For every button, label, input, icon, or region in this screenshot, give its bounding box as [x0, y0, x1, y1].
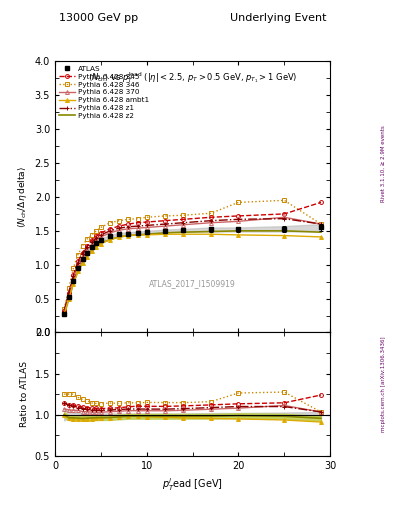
Y-axis label: Ratio to ATLAS: Ratio to ATLAS	[20, 361, 29, 427]
Text: 13000 GeV pp: 13000 GeV pp	[59, 13, 138, 23]
Text: $\langle N_{\rm ch}\rangle$ vs $p_T^{\rm lead}$ ($|\eta|<2.5,\,p_T>0.5$ GeV, $p_: $\langle N_{\rm ch}\rangle$ vs $p_T^{\rm…	[88, 70, 298, 84]
Text: ATLAS_2017_I1509919: ATLAS_2017_I1509919	[149, 279, 236, 288]
X-axis label: $p_T^l$ead [GeV]: $p_T^l$ead [GeV]	[162, 476, 223, 493]
Legend: ATLAS, Pythia 6.428 345, Pythia 6.428 346, Pythia 6.428 370, Pythia 6.428 ambt1,: ATLAS, Pythia 6.428 345, Pythia 6.428 34…	[58, 65, 151, 120]
Text: mcplots.cern.ch [arXiv:1306.3436]: mcplots.cern.ch [arXiv:1306.3436]	[381, 336, 386, 432]
Text: Rivet 3.1.10, ≥ 2.9M events: Rivet 3.1.10, ≥ 2.9M events	[381, 125, 386, 202]
Y-axis label: $\langle N_{\rm ch}/\Delta\eta\,{\rm delta}\rangle$: $\langle N_{\rm ch}/\Delta\eta\,{\rm del…	[16, 166, 29, 228]
Text: Underlying Event: Underlying Event	[230, 13, 326, 23]
